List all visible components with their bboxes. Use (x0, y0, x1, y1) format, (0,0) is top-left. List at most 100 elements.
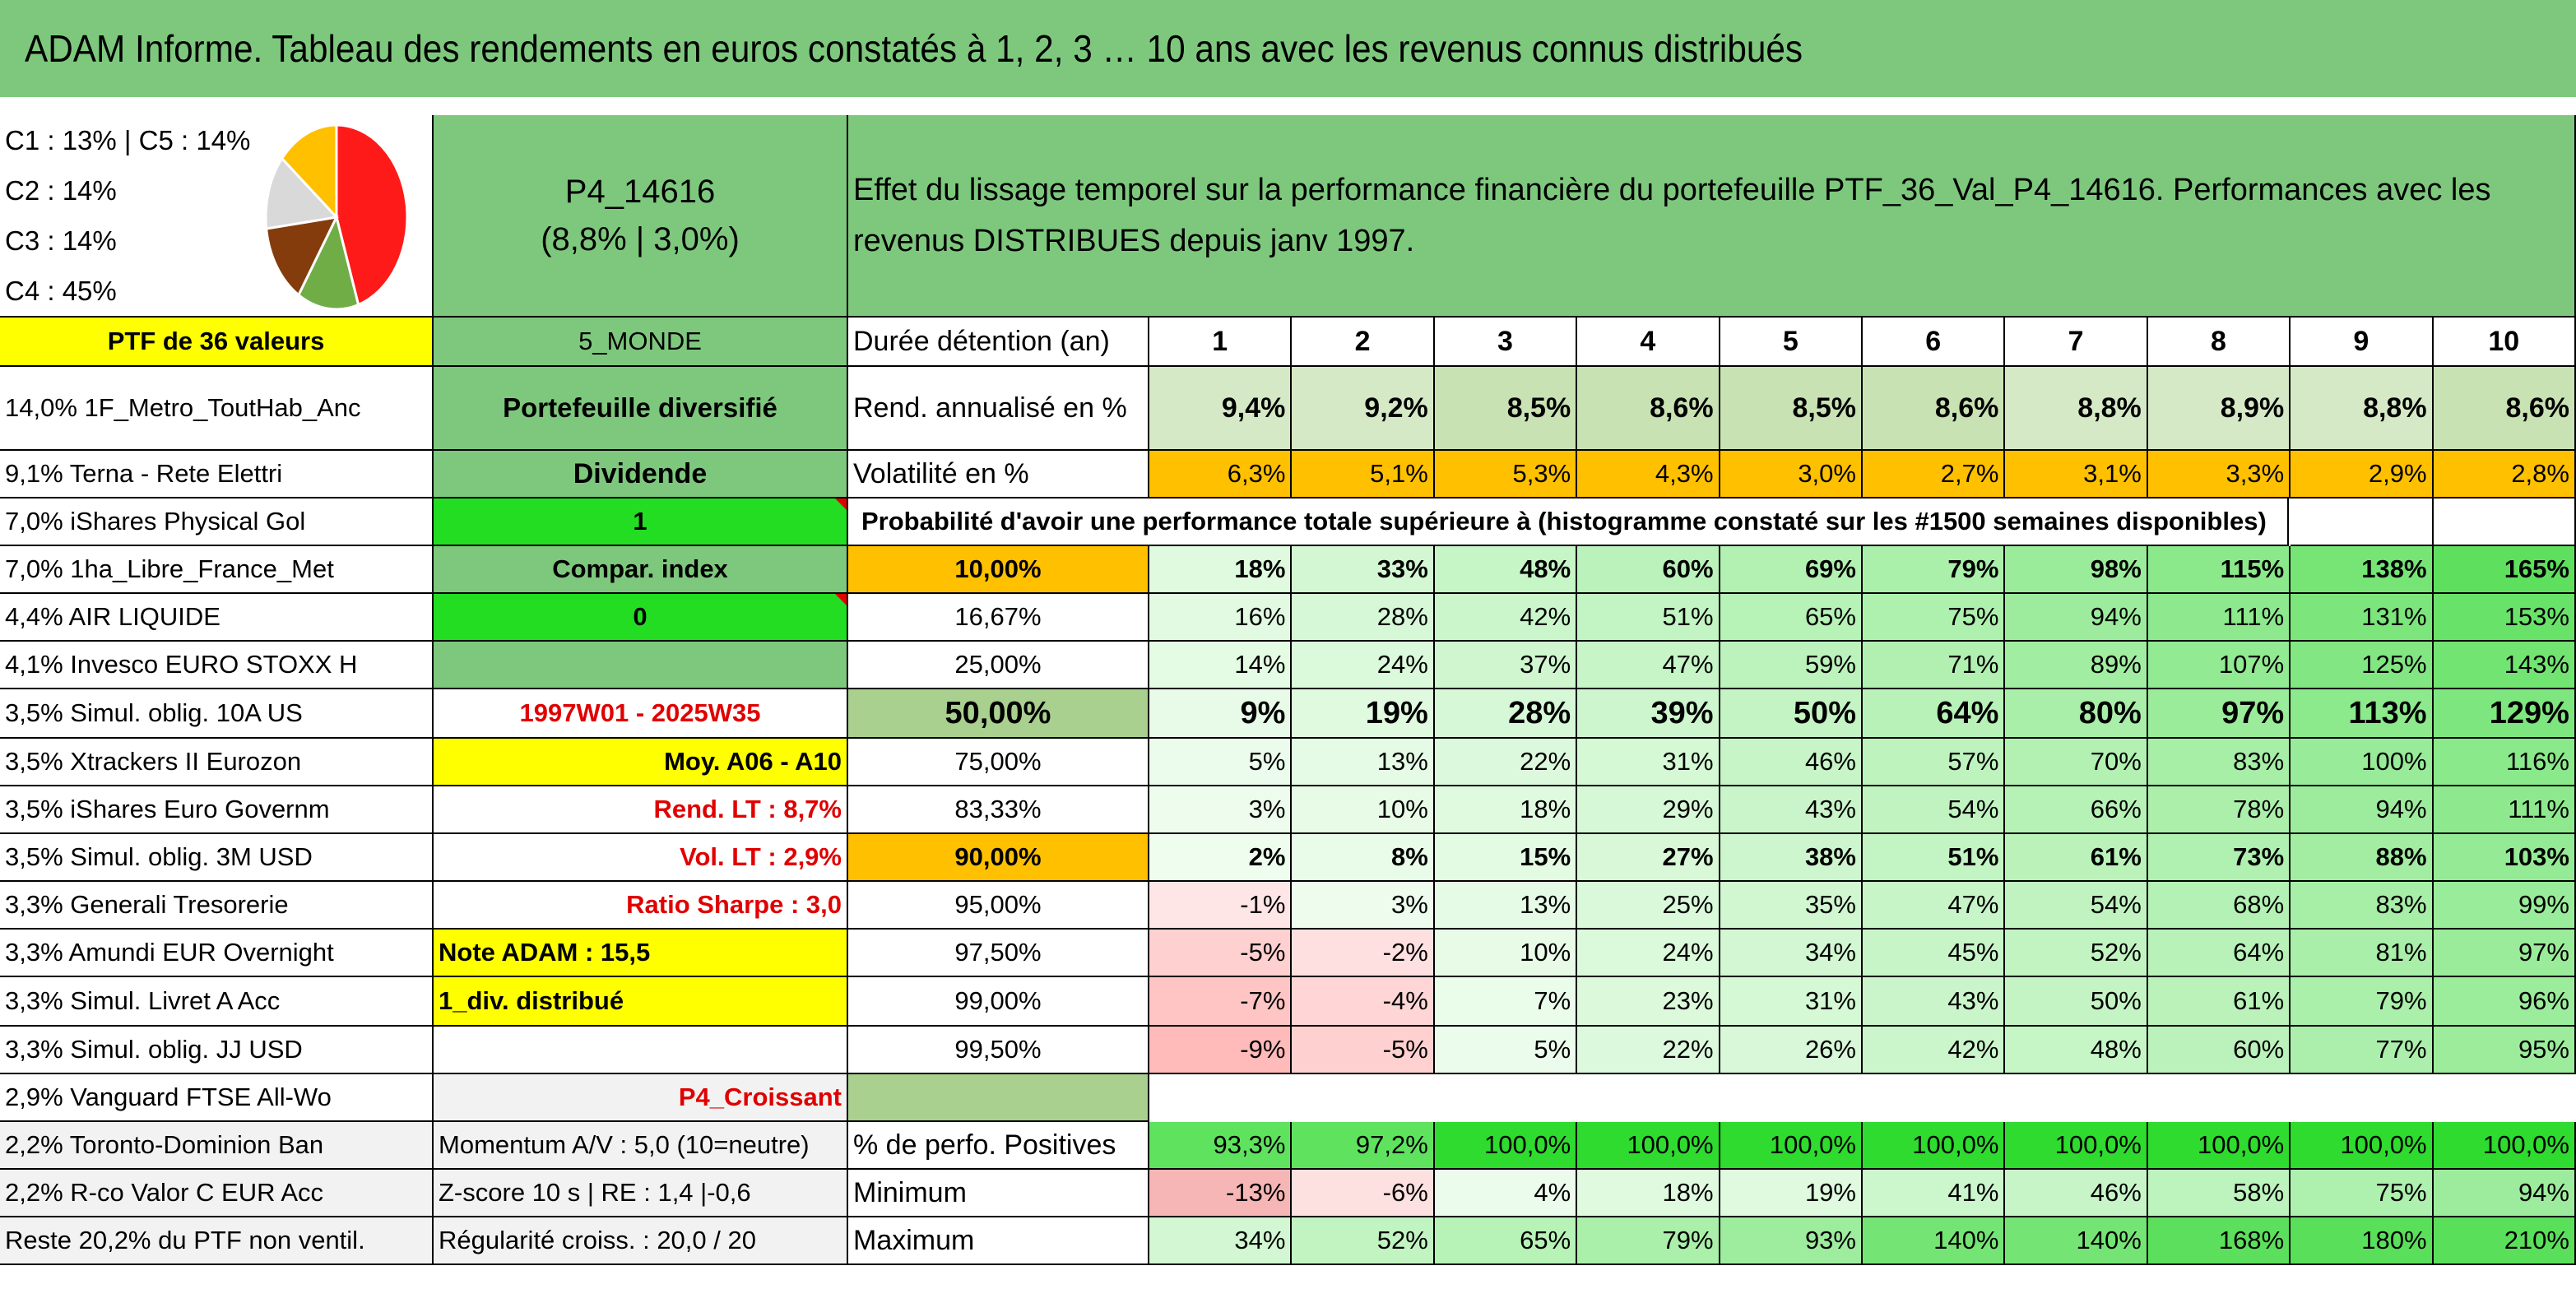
probability-value: 9% (1149, 689, 1293, 739)
volatility-value: 4,3% (1577, 451, 1720, 498)
annual-return-value: 8,5% (1720, 367, 1863, 451)
probability-value: 24% (1577, 930, 1720, 977)
minimum-value: 18% (1577, 1170, 1720, 1217)
probability-header: Probabilité d'avoir une performance tota… (848, 498, 2289, 546)
probability-value: -9% (1149, 1027, 1293, 1074)
holding-row: 3,5% Simul. oblig. 10A US (0, 689, 434, 739)
year-header: 2 (1292, 318, 1435, 367)
probability-value: 116% (2433, 739, 2576, 786)
probability-value: 61% (2005, 834, 2148, 882)
empty-cell (434, 642, 848, 689)
pie-slice (280, 123, 338, 220)
duration-label: Durée détention (an) (848, 318, 1149, 367)
probability-value: 3% (1149, 786, 1293, 834)
pie-slice (297, 213, 360, 311)
probability-value: 99% (2433, 882, 2576, 930)
probability-value: 22% (1434, 739, 1578, 786)
probability-value: 43% (1863, 977, 2006, 1027)
probability-value: 43% (1720, 786, 1863, 834)
legend-list: C1 : 13% | C5 : 14% C2 : 14% C3 : 14% C4… (0, 115, 250, 316)
probability-value: 25% (1577, 882, 1720, 930)
probability-value: 8% (1292, 834, 1435, 882)
minimum-value: -6% (1292, 1170, 1435, 1217)
legend-entry: C1 : 13% | C5 : 14% (5, 125, 251, 155)
probability-value: 71% (1863, 642, 2006, 689)
annual-return-value: 8,9% (2147, 367, 2291, 451)
holding-row: 14,0% 1F_Metro_ToutHab_Anc (0, 367, 434, 451)
pie-chart (264, 123, 409, 311)
probability-value: 7% (1434, 977, 1578, 1027)
year-header: 3 (1434, 318, 1578, 367)
probability-value: 70% (2005, 739, 2148, 786)
probability-value: 26% (1720, 1027, 1863, 1074)
average-label: Moy. A06 - A10 (434, 739, 848, 786)
legend-entry: C2 : 14% (5, 175, 117, 206)
probability-threshold: 99,00% (848, 977, 1149, 1027)
holding-row: 3,5% iShares Euro Governm (0, 786, 434, 834)
probability-value: 59% (1720, 642, 1863, 689)
probability-value: 10% (1292, 786, 1435, 834)
probability-value: 5% (1434, 1027, 1578, 1074)
maximum-value: 168% (2147, 1217, 2291, 1265)
probability-value: 45% (1863, 930, 2006, 977)
probability-value: 5% (1149, 739, 1293, 786)
probability-value: 79% (2291, 977, 2434, 1027)
annual-return-value: 8,6% (1863, 367, 2006, 451)
probability-value: 37% (1434, 642, 1578, 689)
probability-value: 31% (1720, 977, 1863, 1027)
probability-value: 83% (2291, 882, 2434, 930)
probability-value: 143% (2433, 642, 2576, 689)
probability-value: 81% (2291, 930, 2434, 977)
holding-row: 2,2% R-co Valor C EUR Acc (0, 1170, 434, 1217)
probability-value: -4% (1292, 977, 1435, 1027)
probability-value: 111% (2147, 594, 2291, 642)
probability-value: 42% (1434, 594, 1578, 642)
pie-slice (265, 216, 339, 297)
portfolio-perf: (8,8% | 3,0%) (541, 221, 740, 257)
annual-return-value: 8,6% (1577, 367, 1720, 451)
year-header: 4 (1577, 318, 1720, 367)
probability-value: 39% (1577, 689, 1720, 739)
year-header: 5 (1720, 318, 1863, 367)
probability-value: 165% (2433, 546, 2576, 594)
holding-row: 3,5% Simul. oblig. 3M USD (0, 834, 434, 882)
probability-value: 52% (2005, 930, 2148, 977)
maximum-value: 34% (1149, 1217, 1293, 1265)
annual-return-value: 8,8% (2291, 367, 2434, 451)
flag-zero: 0 (434, 594, 848, 642)
probability-value: 115% (2147, 546, 2291, 594)
empty-cell (2433, 498, 2576, 546)
minimum-value: 4% (1434, 1170, 1578, 1217)
volatility-label: Volatilité en % (848, 451, 1149, 498)
period-label: 1997W01 - 2025W35 (434, 689, 848, 739)
trend-label: P4_Croissant (434, 1074, 848, 1122)
probability-value: 107% (2147, 642, 2291, 689)
holding-row: 2,2% Toronto-Dominion Ban (0, 1122, 434, 1170)
annual-return-value: 8,5% (1434, 367, 1578, 451)
probability-value: 69% (1720, 546, 1863, 594)
probability-value: 16% (1149, 594, 1293, 642)
probability-value: 50% (2005, 977, 2148, 1027)
positive-value: 100,0% (2147, 1122, 2291, 1170)
probability-value: 18% (1149, 546, 1293, 594)
minimum-value: 94% (2433, 1170, 2576, 1217)
probability-value: 28% (1292, 594, 1435, 642)
dividend-count: 1_div. distribué (434, 977, 848, 1027)
positive-value: 97,2% (1292, 1122, 1435, 1170)
probability-threshold: 50,00% (848, 689, 1149, 739)
probability-value: 98% (2005, 546, 2148, 594)
positive-value: 100,0% (2005, 1122, 2148, 1170)
probability-value: 80% (2005, 689, 2148, 739)
probability-threshold: 16,67% (848, 594, 1149, 642)
report-title: ADAM Informe. Tableau des rendements en … (25, 27, 1803, 70)
year-header: 8 (2147, 318, 2291, 367)
portfolio-type: Portefeuille diversifié (434, 367, 848, 451)
probability-value: 125% (2291, 642, 2434, 689)
holding-row: 4,4% AIR LIQUIDE (0, 594, 434, 642)
probability-value: 10% (1434, 930, 1578, 977)
probability-value: 64% (2147, 930, 2291, 977)
probability-value: 24% (1292, 642, 1435, 689)
probability-value: 54% (2005, 882, 2148, 930)
probability-value: 60% (1577, 546, 1720, 594)
description-cell: Effet du lissage temporel sur la perform… (848, 115, 2576, 318)
